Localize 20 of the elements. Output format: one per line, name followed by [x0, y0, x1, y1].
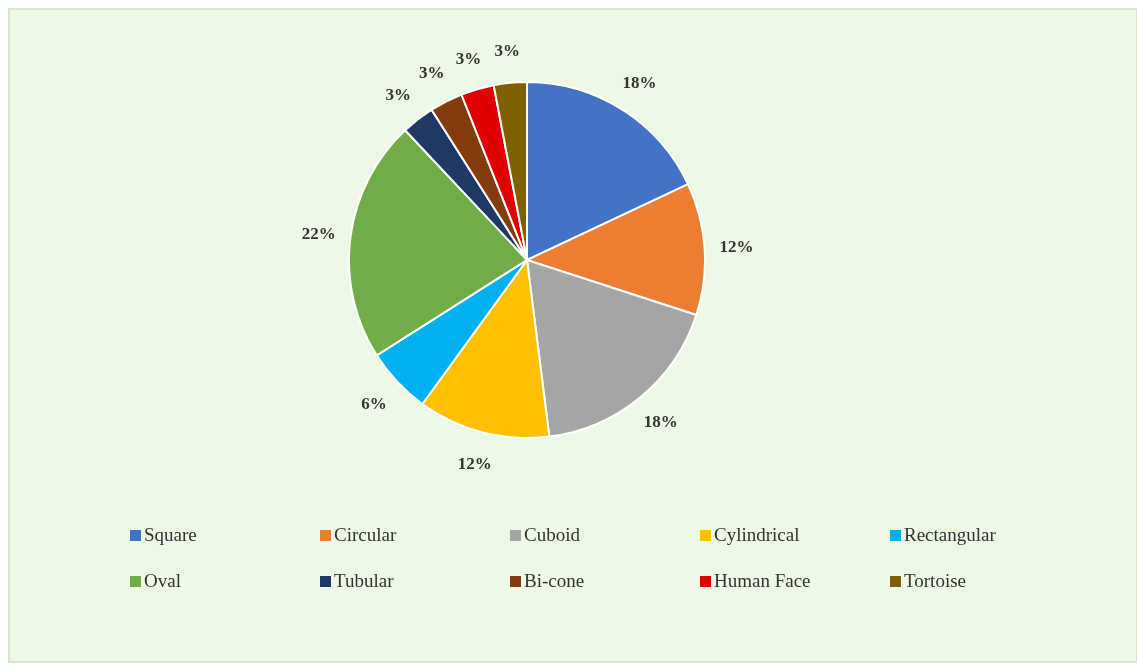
data-label: 18%: [622, 73, 657, 93]
data-label: 3%: [455, 48, 482, 68]
data-label: 18%: [643, 412, 678, 432]
data-label: 12%: [719, 237, 754, 257]
legend-label: Rectangular: [904, 524, 996, 546]
legend-label: Circular: [334, 524, 397, 546]
legend-label: Tortoise: [904, 570, 966, 592]
legend-label: Square: [144, 524, 197, 546]
legend-label: Cuboid: [524, 524, 580, 546]
data-label: 3%: [385, 84, 412, 104]
legend-label: Cylindrical: [714, 524, 800, 546]
legend-label: Human Face: [714, 570, 811, 592]
data-label: 6%: [361, 394, 387, 414]
data-label: 3%: [494, 41, 520, 61]
data-label: 3%: [418, 63, 445, 83]
legend-label: Tubular: [334, 570, 394, 592]
legend-label: Oval: [144, 570, 181, 592]
legend-label: Bi-cone: [524, 570, 585, 592]
data-label: 22%: [301, 224, 336, 244]
data-label: 12%: [457, 453, 492, 473]
